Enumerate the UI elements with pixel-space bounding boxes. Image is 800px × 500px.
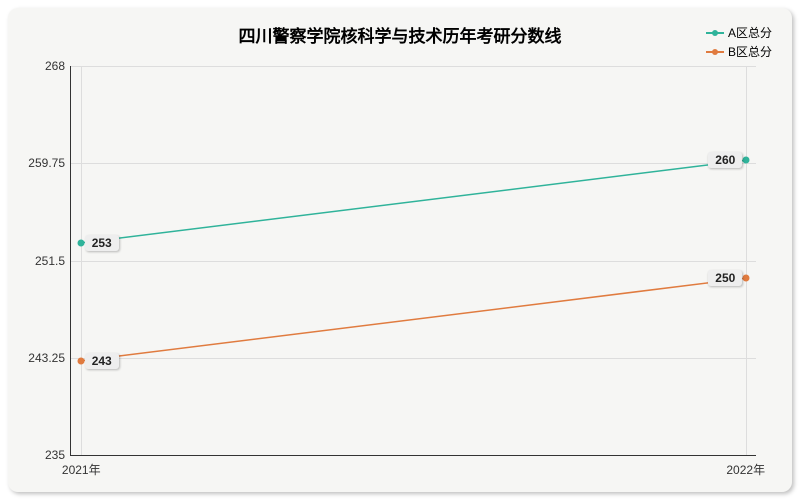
y-axis-label: 251.5 xyxy=(35,254,65,268)
data-point-marker xyxy=(742,157,749,164)
chart-lines xyxy=(71,66,756,455)
y-axis-label: 268 xyxy=(45,59,65,73)
legend-label: A区总分 xyxy=(728,24,772,41)
y-axis-label: 235 xyxy=(45,448,65,462)
chart-panel: 四川警察学院核科学与技术历年考研分数线 A区总分 B区总分 235 243.25 2… xyxy=(8,8,792,492)
y-axis-label: 259.75 xyxy=(28,156,65,170)
legend-label: B区总分 xyxy=(728,43,772,60)
chart-title: 四川警察学院核科学与技术历年考研分数线 xyxy=(8,22,792,47)
chart-legend: A区总分 B区总分 xyxy=(706,24,772,62)
legend-item: A区总分 xyxy=(706,24,772,41)
data-point-marker xyxy=(742,275,749,282)
x-axis-label: 2022年 xyxy=(726,461,765,478)
legend-item: B区总分 xyxy=(706,43,772,60)
chart-container: 四川警察学院核科学与技术历年考研分数线 A区总分 B区总分 235 243.25 2… xyxy=(0,0,800,500)
plot-area: 235243.25251.5259.752682021年2022年2532602… xyxy=(70,66,756,456)
y-axis-label: 243.25 xyxy=(28,351,65,365)
x-axis-label: 2021年 xyxy=(62,461,101,478)
value-label: 243 xyxy=(85,353,119,369)
legend-swatch-icon xyxy=(706,51,724,53)
series-line xyxy=(81,278,745,361)
value-label: 260 xyxy=(708,152,742,168)
legend-swatch-icon xyxy=(706,32,724,34)
value-label: 250 xyxy=(708,270,742,286)
value-label: 253 xyxy=(85,235,119,251)
series-line xyxy=(81,160,745,243)
